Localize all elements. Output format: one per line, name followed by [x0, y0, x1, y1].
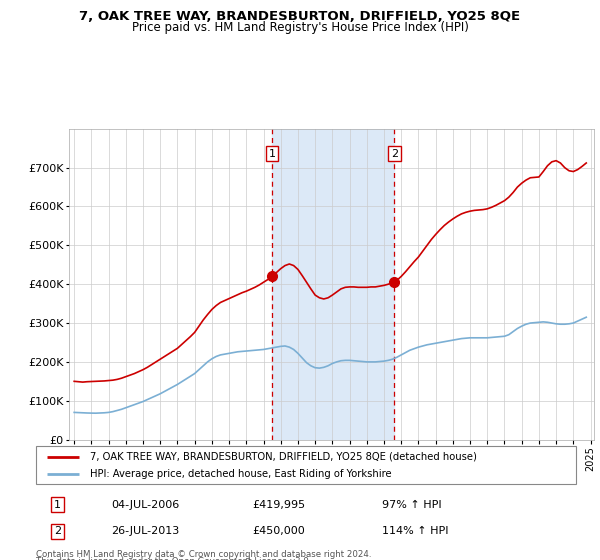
Text: £419,995: £419,995 — [252, 500, 305, 510]
FancyBboxPatch shape — [36, 446, 576, 484]
Text: HPI: Average price, detached house, East Riding of Yorkshire: HPI: Average price, detached house, East… — [90, 469, 392, 479]
Text: Contains HM Land Registry data © Crown copyright and database right 2024.: Contains HM Land Registry data © Crown c… — [36, 550, 371, 559]
Text: 7, OAK TREE WAY, BRANDESBURTON, DRIFFIELD, YO25 8QE (detached house): 7, OAK TREE WAY, BRANDESBURTON, DRIFFIEL… — [90, 452, 477, 462]
Text: Price paid vs. HM Land Registry's House Price Index (HPI): Price paid vs. HM Land Registry's House … — [131, 21, 469, 34]
Text: £450,000: £450,000 — [252, 526, 305, 536]
Text: 114% ↑ HPI: 114% ↑ HPI — [382, 526, 448, 536]
Text: 2: 2 — [391, 148, 398, 158]
Text: This data is licensed under the Open Government Licence v3.0.: This data is licensed under the Open Gov… — [36, 557, 311, 560]
Text: 1: 1 — [54, 500, 61, 510]
Text: 26-JUL-2013: 26-JUL-2013 — [112, 526, 180, 536]
Text: 2: 2 — [54, 526, 61, 536]
Text: 7, OAK TREE WAY, BRANDESBURTON, DRIFFIELD, YO25 8QE: 7, OAK TREE WAY, BRANDESBURTON, DRIFFIEL… — [79, 10, 521, 23]
Bar — [272, 129, 394, 440]
Text: 97% ↑ HPI: 97% ↑ HPI — [382, 500, 441, 510]
Text: 04-JUL-2006: 04-JUL-2006 — [112, 500, 180, 510]
Text: 1: 1 — [269, 148, 275, 158]
